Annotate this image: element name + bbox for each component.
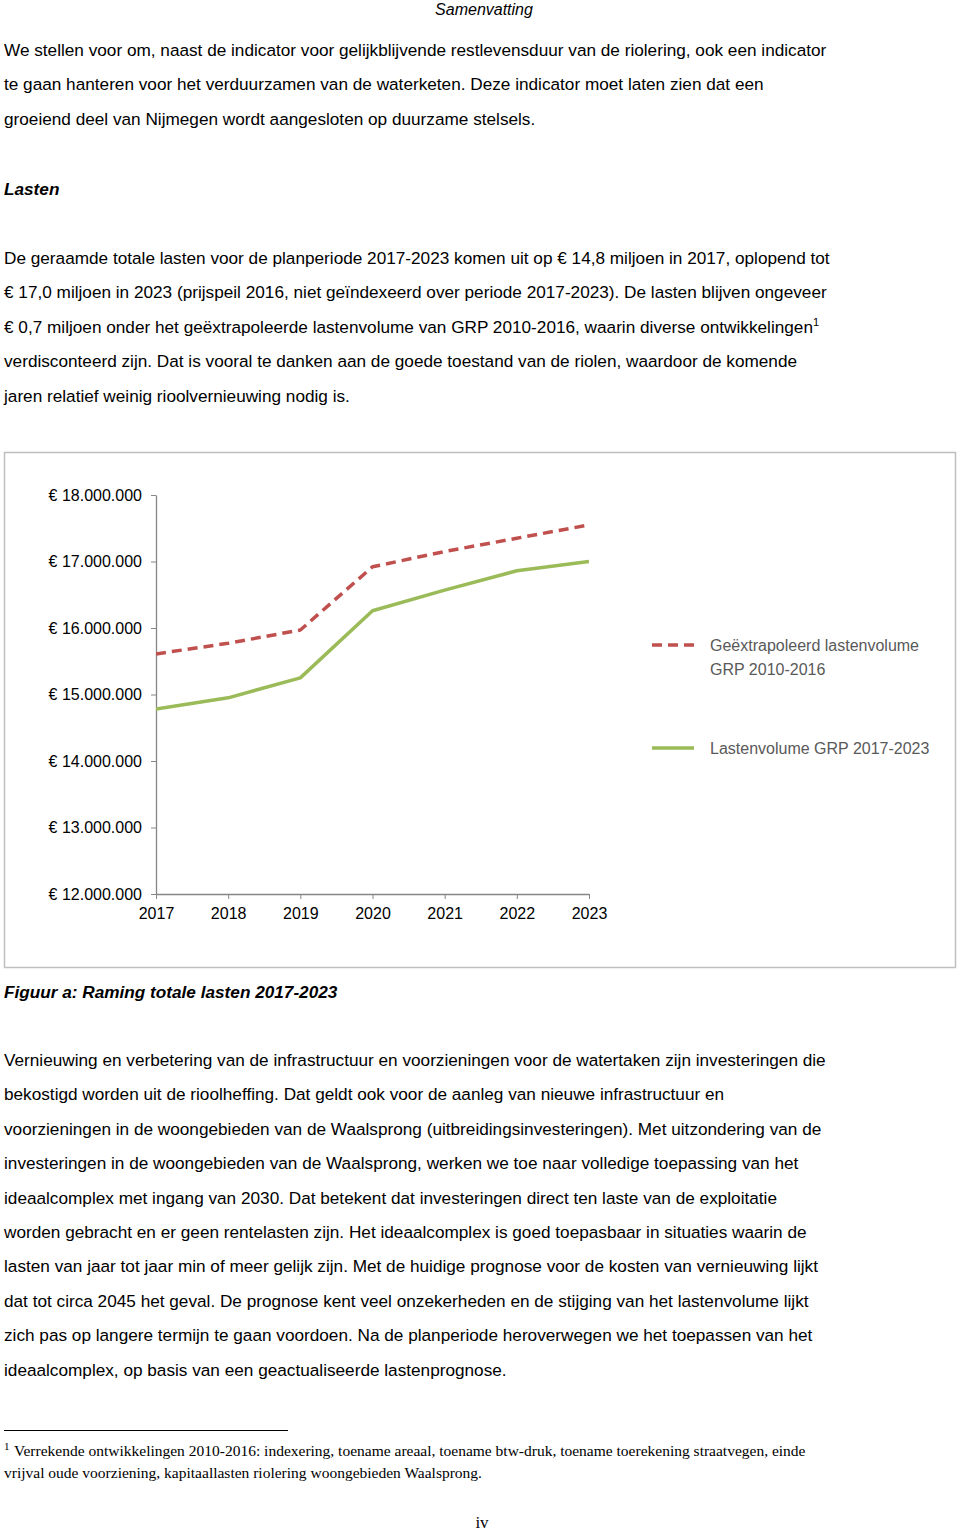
legend-swatch (652, 643, 694, 647)
y-tick: € 17.000.000 (49, 553, 156, 570)
paragraph-text: € 0,7 miljoen onder het geëxtrapoleerde … (4, 317, 813, 337)
x-tick: 2023 (572, 894, 608, 922)
y-tick: € 13.000.000 (49, 819, 156, 836)
paragraph-line: worden gebracht en er geen rentelasten z… (3, 1222, 807, 1242)
paragraph-line: lasten van jaar tot jaar min of meer gel… (4, 1256, 818, 1276)
x-tick: 2021 (427, 894, 463, 922)
footnote-marker: 1 (4, 1440, 10, 1452)
tick-mark (151, 628, 156, 629)
plot-area (156, 525, 589, 709)
paragraph-line: Vernieuwing en verbetering van de infras… (4, 1050, 826, 1070)
paragraph-line: investeringen in de woongebieden van de … (4, 1153, 799, 1173)
paragraph-line: € 0,7 miljoen onder het geëxtrapoleerde … (4, 316, 819, 337)
paragraph-line: We stellen voor om, naast de indicator v… (4, 40, 827, 60)
tick-mark (151, 495, 156, 496)
x-axis: 2017 2018 2019 2020 2021 2022 2023 (139, 894, 608, 922)
y-tick: € 16.000.000 (49, 620, 156, 637)
page: Samenvatting We stellen voor om, naast de… (0, 0, 960, 1530)
paragraph-line: ideaalcomplex met ingang van 2030. Dat b… (4, 1188, 777, 1208)
figure-caption: Figuur a: Raming totale lasten 2017-2023 (4, 982, 338, 1002)
x-tick-label: 2023 (572, 905, 608, 922)
tick-mark (373, 894, 374, 899)
tick-mark (151, 695, 156, 696)
y-tick-label: € 12.000.000 (49, 886, 143, 903)
x-tick: 2018 (211, 894, 247, 922)
y-tick-label: € 14.000.000 (49, 753, 143, 770)
tick-mark (151, 761, 156, 762)
paragraph-line: jaren relatief weinig rioolvernieuwing n… (3, 386, 350, 406)
paragraph-line: verdisconteerd zijn. Dat is vooral te da… (4, 351, 797, 371)
paragraph-line: voorzieningen in de woongebieden van de … (4, 1119, 821, 1139)
y-tick-label: € 15.000.000 (49, 686, 143, 703)
y-tick: € 18.000.000 (49, 487, 156, 504)
x-tick-label: 2017 (139, 905, 175, 922)
paragraph-line: groeiend deel van Nijmegen wordt aangesl… (4, 109, 535, 129)
paragraph-line: te gaan hanteren voor het verduurzamen v… (4, 74, 764, 94)
footnote-line: vrijval oude voorziening, kapitaallasten… (4, 1464, 482, 1481)
tick-mark (589, 894, 590, 899)
footnote-line: Verrekende ontwikkelingen 2010-2016: ind… (14, 1442, 806, 1459)
page-background (0, 0, 960, 1530)
y-tick-label: € 13.000.000 (49, 819, 143, 836)
y-axis: € 12.000.000 € 13.000.000 € 14.000.000 € 15… (49, 487, 157, 903)
series-line (156, 525, 589, 654)
x-tick-label: 2021 (427, 905, 463, 922)
legend-swatch (652, 746, 694, 750)
legend-label: Lastenvolume GRP 2017-2023 (710, 740, 930, 757)
tick-mark (156, 894, 157, 899)
page-number: iv (475, 1513, 489, 1530)
section-heading: Lasten (4, 179, 59, 199)
series-line (156, 562, 589, 710)
tick-mark (517, 894, 518, 899)
x-tick: 2020 (355, 894, 391, 922)
tick-mark (151, 894, 156, 895)
chart-frame (5, 453, 956, 968)
tick-mark (445, 894, 446, 899)
paragraph-line: bekostigd worden uit de rioolheffing. Da… (4, 1084, 724, 1104)
y-tick-label: € 17.000.000 (49, 553, 143, 570)
x-tick-label: 2022 (500, 905, 536, 922)
x-tick: 2017 (139, 894, 175, 922)
paragraph-line: dat tot circa 2045 het geval. De prognos… (4, 1291, 809, 1311)
x-tick-label: 2018 (211, 905, 247, 922)
tick-mark (151, 828, 156, 829)
legend-label: Geëxtrapoleerd lastenvolumeGRP 2010-2016 (710, 637, 919, 678)
tick-mark (300, 894, 301, 899)
paragraph-line: ideaalcomplex, op basis van een geactual… (4, 1360, 507, 1380)
x-tick: 2022 (500, 894, 536, 922)
tick-mark (228, 894, 229, 899)
x-tick-label: 2019 (283, 905, 319, 922)
y-tick-label: € 16.000.000 (49, 620, 143, 637)
y-tick: € 15.000.000 (49, 686, 156, 703)
paragraph-line: € 17,0 miljoen in 2023 (prijspeil 2016, … (4, 282, 827, 302)
y-tick: € 12.000.000 (49, 886, 156, 903)
y-tick-label: € 18.000.000 (49, 487, 143, 504)
x-tick: 2019 (283, 894, 319, 922)
y-tick: € 14.000.000 (49, 753, 156, 770)
paragraph-line: De geraamde totale lasten voor de planpe… (4, 248, 830, 268)
tick-mark (151, 562, 156, 563)
legend: Geëxtrapoleerd lastenvolumeGRP 2010-2016… (652, 637, 930, 757)
paragraph-line: zich pas op langere termijn te gaan voor… (4, 1325, 813, 1345)
axis-line (156, 496, 157, 895)
x-tick-label: 2020 (355, 905, 391, 922)
page-header: Samenvatting (435, 1, 533, 18)
footnote-ref: 1 (813, 316, 819, 328)
footnote-separator (4, 1430, 288, 1431)
